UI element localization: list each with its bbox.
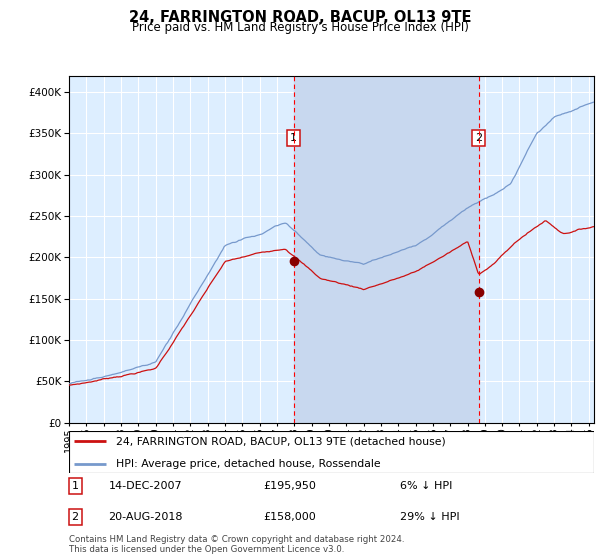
Text: £195,950: £195,950 <box>263 481 316 491</box>
Text: 1: 1 <box>71 481 79 491</box>
Text: 14-DEC-2007: 14-DEC-2007 <box>109 481 182 491</box>
Text: 24, FARRINGTON ROAD, BACUP, OL13 9TE: 24, FARRINGTON ROAD, BACUP, OL13 9TE <box>129 10 471 25</box>
Text: 6% ↓ HPI: 6% ↓ HPI <box>400 481 452 491</box>
Text: Price paid vs. HM Land Registry's House Price Index (HPI): Price paid vs. HM Land Registry's House … <box>131 21 469 34</box>
Text: 20-AUG-2018: 20-AUG-2018 <box>109 512 183 522</box>
Text: Contains HM Land Registry data © Crown copyright and database right 2024.
This d: Contains HM Land Registry data © Crown c… <box>69 535 404 554</box>
Bar <box>293 76 479 423</box>
Text: 2: 2 <box>71 512 79 522</box>
Text: £158,000: £158,000 <box>263 512 316 522</box>
Text: 1: 1 <box>290 133 297 143</box>
Text: 24, FARRINGTON ROAD, BACUP, OL13 9TE (detached house): 24, FARRINGTON ROAD, BACUP, OL13 9TE (de… <box>116 436 446 446</box>
Text: 29% ↓ HPI: 29% ↓ HPI <box>400 512 460 522</box>
Text: HPI: Average price, detached house, Rossendale: HPI: Average price, detached house, Ross… <box>116 459 381 469</box>
Text: 2: 2 <box>475 133 482 143</box>
